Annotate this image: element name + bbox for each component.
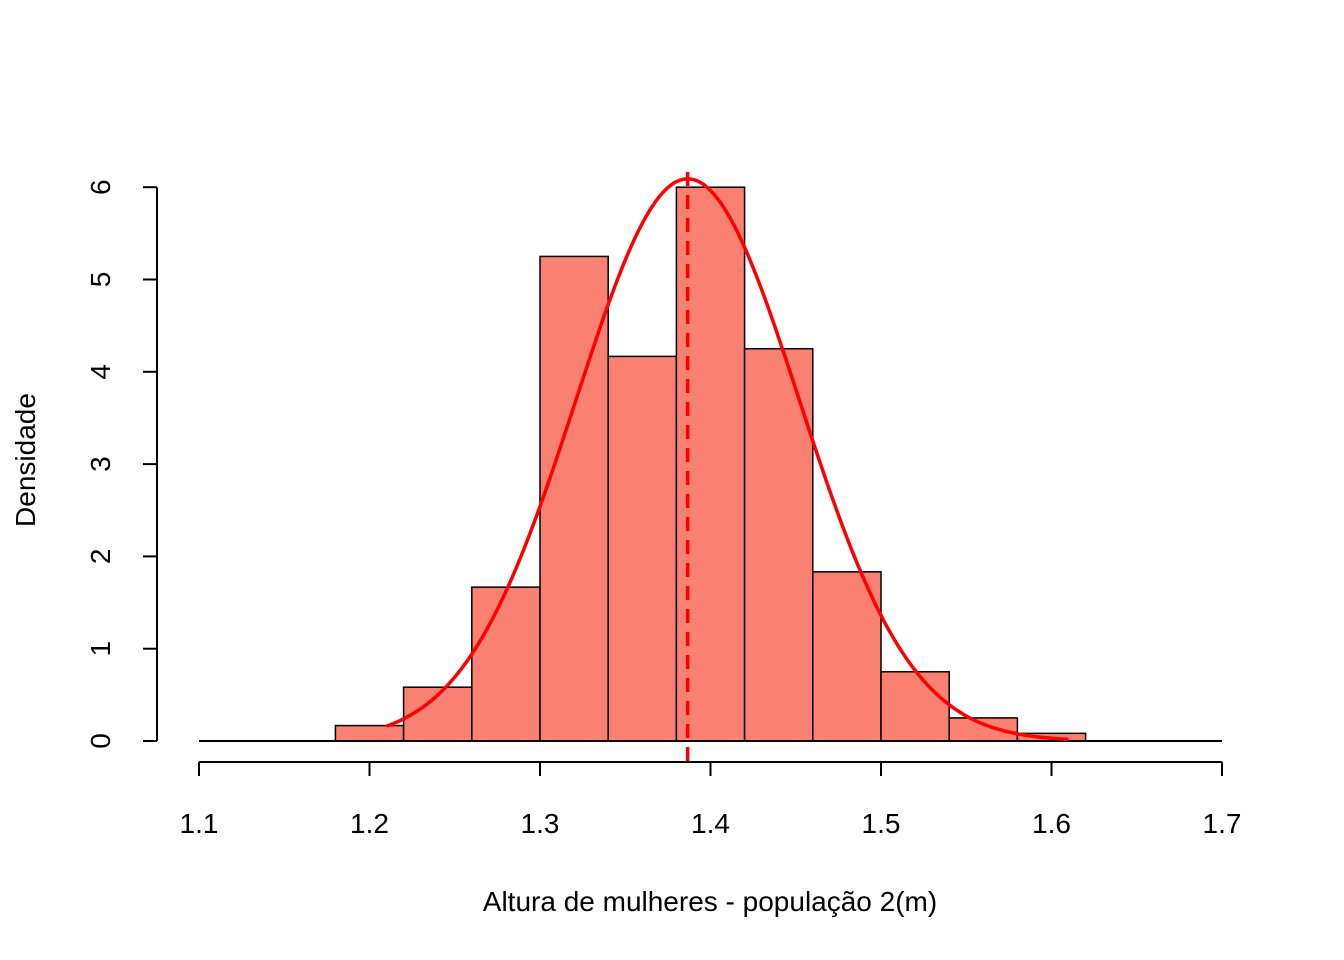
y-tick-label: 6 (85, 179, 116, 195)
x-axis: 1.1 1.2 1.3 1.4 1.5 1.6 1.7 (180, 761, 1242, 839)
histogram-bar (743, 347, 814, 742)
x-tick-label: 1.4 (691, 808, 730, 839)
y-tick-label: 5 (85, 272, 116, 288)
histogram-bar (880, 671, 950, 742)
x-tick-label: 1.6 (1032, 808, 1071, 839)
histogram-bar (675, 186, 746, 742)
histogram-bar (471, 586, 541, 742)
y-tick-label: 2 (85, 549, 116, 565)
y-tick-label: 3 (85, 456, 116, 472)
y-tick-label: 0 (85, 733, 116, 749)
histogram-bar (334, 724, 405, 742)
y-tick-label: 4 (85, 364, 116, 380)
x-tick-label: 1.5 (862, 808, 901, 839)
histogram-bars (334, 186, 1087, 742)
x-tick-label: 1.7 (1203, 808, 1242, 839)
y-axis-title: Densidade (10, 393, 41, 527)
x-tick-label: 1.1 (180, 808, 219, 839)
y-axis: 0 1 2 3 4 5 6 (85, 179, 158, 749)
histogram-bar (607, 355, 678, 742)
x-axis-title: Altura de mulheres - população 2(m) (483, 886, 937, 917)
x-tick-label: 1.3 (521, 808, 560, 839)
density-curve (385, 177, 1069, 742)
y-tick-label: 1 (85, 641, 116, 657)
x-tick-label: 1.2 (350, 808, 389, 839)
histogram-bar (948, 717, 1019, 742)
